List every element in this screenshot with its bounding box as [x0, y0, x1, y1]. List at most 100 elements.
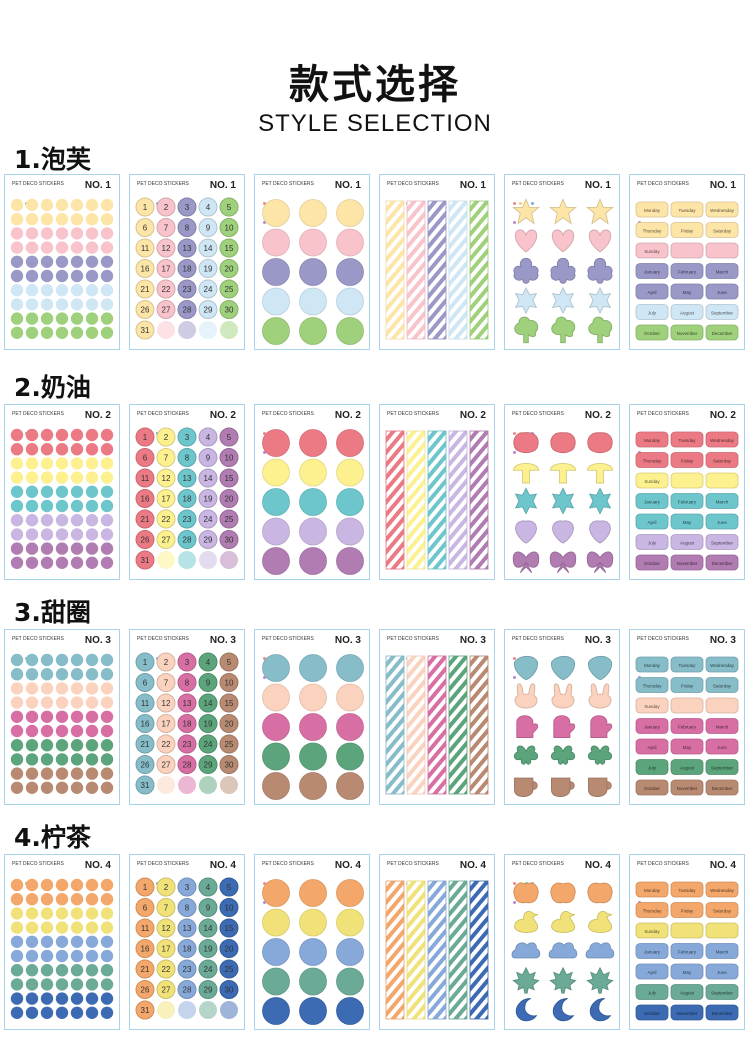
number-label: 25: [225, 740, 234, 749]
label-sticker: [705, 472, 739, 489]
dot-sticker: [85, 198, 99, 212]
sticker-sheet-stripes[interactable]: PET DECO STICKERS NO. 4: [379, 854, 495, 1030]
number-label: 28: [183, 306, 192, 315]
number-label: 21: [141, 965, 150, 974]
sticker-sheet-shapes[interactable]: PET DECO STICKERS NO. 3: [504, 629, 620, 805]
dot-sticker: [55, 227, 69, 240]
sticker-sheet-big-circles[interactable]: PET DECO STICKERS NO. 1: [254, 174, 370, 350]
sticker-sheet-labels[interactable]: PET DECO STICKERS NO. 2 Monday Tuesday Wedne…: [629, 404, 745, 580]
dot-sticker: [40, 1006, 54, 1019]
dot-sticker: [40, 964, 54, 977]
label-text: August: [680, 766, 695, 771]
dot-sticker: [40, 428, 54, 442]
sheet-brand: PET DECO STICKERS: [12, 181, 64, 187]
sheet-brand: PET DECO STICKERS: [387, 861, 439, 867]
sticker-sheet-dots-grid[interactable]: PET DECO STICKERS NO. 4: [4, 854, 120, 1030]
dot-sticker: [85, 682, 99, 695]
label-sticker: [635, 222, 669, 238]
sticker-sheet-numbers[interactable]: PET DECO STICKERS NO. 4 1 2 3 4 5 6 7 8 9 10 11 12 13 1…: [129, 854, 245, 1030]
color-dots: [263, 190, 289, 224]
number-label: 31: [141, 1006, 150, 1015]
label-sticker: [635, 881, 669, 898]
dot-sticker: [85, 964, 99, 977]
sticker-sheet-shapes[interactable]: PET DECO STICKERS NO. 2: [504, 404, 620, 580]
label-text: Saturday: [713, 684, 732, 689]
color-dot: [513, 432, 516, 435]
label-text: Friday: [681, 229, 694, 234]
sticker-sheet-stripes[interactable]: PET DECO STICKERS NO. 2: [379, 404, 495, 580]
label-text: January: [644, 500, 661, 505]
star-sticker: [586, 198, 614, 225]
dot-sticker: [55, 556, 69, 569]
label-text: July: [648, 991, 657, 996]
sheet-stickers: [509, 427, 615, 575]
dot-sticker: [85, 653, 99, 667]
sheet-stickers: Monday Tuesday Wednesday Thursday Friday Satu…: [634, 197, 740, 345]
sticker-sheet-dots-grid[interactable]: PET DECO STICKERS NO. 1: [4, 174, 120, 350]
number-label: 20: [225, 495, 234, 504]
sticker-sheet-big-circles[interactable]: PET DECO STICKERS NO. 2: [254, 404, 370, 580]
dot-sticker: [55, 964, 69, 977]
number-label: 17: [162, 495, 171, 504]
number-sticker: [198, 218, 218, 237]
dot-sticker: [10, 739, 24, 752]
sticker-sheet-numbers[interactable]: PET DECO STICKERS NO. 2 1 2 3 4 5 6 7 8 9 10 11 12 13 1…: [129, 404, 245, 580]
number-label: 24: [204, 515, 213, 524]
bunny-sticker: [551, 683, 575, 709]
dot-sticker: [25, 781, 39, 794]
stripe-tape: [427, 200, 447, 340]
sticker-sheet-stripes[interactable]: PET DECO STICKERS NO. 3: [379, 629, 495, 805]
sheet-number: NO. 1: [709, 180, 736, 191]
number-label: 3: [185, 433, 190, 442]
sheet-stickers: [384, 197, 490, 345]
dot-sticker: [10, 485, 24, 498]
dot-sticker: [55, 767, 69, 780]
number-sticker: [219, 448, 239, 467]
sticker-sheet-stripes[interactable]: PET DECO STICKERS NO. 1: [379, 174, 495, 350]
label-sticker: [705, 718, 739, 734]
dot-sticker: [25, 542, 39, 555]
dot-sticker: [100, 255, 114, 268]
dot-sticker: [40, 710, 54, 723]
label-sticker: [635, 656, 669, 673]
sticker-sheet-labels[interactable]: PET DECO STICKERS NO. 1 Monday Tuesday Wedne…: [629, 174, 745, 350]
sheet-stickers: [9, 427, 115, 575]
label-text: June: [717, 970, 727, 975]
label-text: November: [677, 561, 698, 566]
sticker-sheet-shapes[interactable]: PET DECO STICKERS NO. 4: [504, 854, 620, 1030]
sticker-sheet-numbers[interactable]: PET DECO STICKERS NO. 1 1 2 3 4 5 6 7 8 9 10 11 12 13 1…: [129, 174, 245, 350]
sticker-sheet-labels[interactable]: PET DECO STICKERS NO. 3 Monday Tuesday Wedne…: [629, 629, 745, 805]
dot-sticker: [25, 269, 39, 283]
number-sticker: [156, 530, 176, 549]
number-sticker: [177, 980, 197, 999]
sticker-sheet-numbers[interactable]: PET DECO STICKERS NO. 3 1 2 3 4 5 6 7 8 9 10 11 12 13 1…: [129, 629, 245, 805]
sticker-sheet-big-circles[interactable]: PET DECO STICKERS NO. 3: [254, 629, 370, 805]
number-label: 16: [141, 265, 150, 274]
stripe-tape: [385, 200, 405, 340]
color-dot: [263, 657, 266, 660]
label-text: May: [683, 745, 692, 750]
label-sticker: [670, 718, 704, 734]
number-sticker: [198, 652, 218, 672]
dot-sticker: [25, 739, 39, 752]
circle-sticker: [336, 879, 364, 907]
sticker-sheet-dots-grid[interactable]: PET DECO STICKERS NO. 2: [4, 404, 120, 580]
number-label: 9: [206, 224, 211, 233]
number-label: 6: [143, 904, 148, 913]
number-label: 23: [183, 740, 192, 749]
dot-sticker: [70, 428, 84, 442]
sheet-stickers: 1 2 3 4 5 6 7 8 9 10 11 12 13 14 15 16 17 18 19 20 21 22 23 24 2…: [134, 652, 240, 800]
sticker-sheet-shapes[interactable]: PET DECO STICKERS NO. 1: [504, 174, 620, 350]
sticker-sheet-dots-grid[interactable]: PET DECO STICKERS NO. 3: [4, 629, 120, 805]
sticker-sheet-labels[interactable]: PET DECO STICKERS NO. 4 Monday Tuesday Wedne…: [629, 854, 745, 1030]
label-text: November: [677, 1011, 698, 1016]
number-sticker: [156, 734, 176, 754]
number-sticker: [156, 693, 176, 713]
sticker-sheet-big-circles[interactable]: PET DECO STICKERS NO. 4: [254, 854, 370, 1030]
number-sticker: [219, 959, 239, 979]
sheet-brand: PET DECO STICKERS: [387, 411, 439, 417]
number-sticker: [219, 427, 239, 447]
number-label: 19: [204, 265, 213, 274]
dot-sticker: [100, 514, 114, 527]
star-sticker: [512, 198, 540, 225]
